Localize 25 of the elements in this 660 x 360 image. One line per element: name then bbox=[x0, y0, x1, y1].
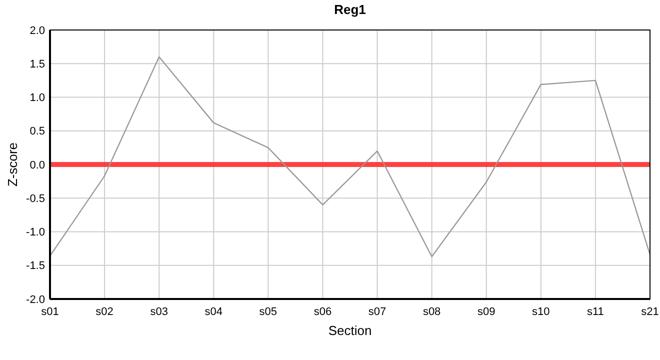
y-tick-label: 1.0 bbox=[30, 92, 45, 104]
x-tick-label: s21 bbox=[641, 306, 659, 318]
x-tick-label: s07 bbox=[368, 306, 386, 318]
line-series bbox=[49, 56, 651, 258]
x-tick-label: s08 bbox=[422, 306, 441, 318]
x-tick-label: s03 bbox=[150, 306, 168, 318]
y-tick-label: 2.0 bbox=[30, 24, 45, 37]
x-tick-label: s01 bbox=[41, 306, 59, 318]
y-tick-label: 0.0 bbox=[30, 159, 45, 172]
x-tick-label: s04 bbox=[204, 306, 223, 318]
chart-title: Reg1 bbox=[334, 2, 366, 17]
x-tick-label: s02 bbox=[96, 306, 114, 318]
y-axis-title: Z-score bbox=[5, 142, 20, 187]
x-axis-title: Section bbox=[328, 323, 372, 338]
x-tick-label: s09 bbox=[477, 306, 496, 318]
y-tick-label: -1.5 bbox=[26, 260, 45, 272]
x-tick-label: s05 bbox=[259, 306, 278, 318]
y-tick-label: -1.0 bbox=[26, 226, 45, 239]
y-tick-label: -2.0 bbox=[26, 294, 45, 306]
x-tick-label: s11 bbox=[586, 306, 604, 318]
y-tick-label: 0.5 bbox=[30, 126, 45, 138]
x-tick-label: s10 bbox=[532, 306, 550, 318]
y-tick-label: 1.5 bbox=[30, 58, 45, 70]
x-tick-label: s06 bbox=[314, 306, 332, 318]
y-tick-label: -0.5 bbox=[26, 192, 45, 205]
